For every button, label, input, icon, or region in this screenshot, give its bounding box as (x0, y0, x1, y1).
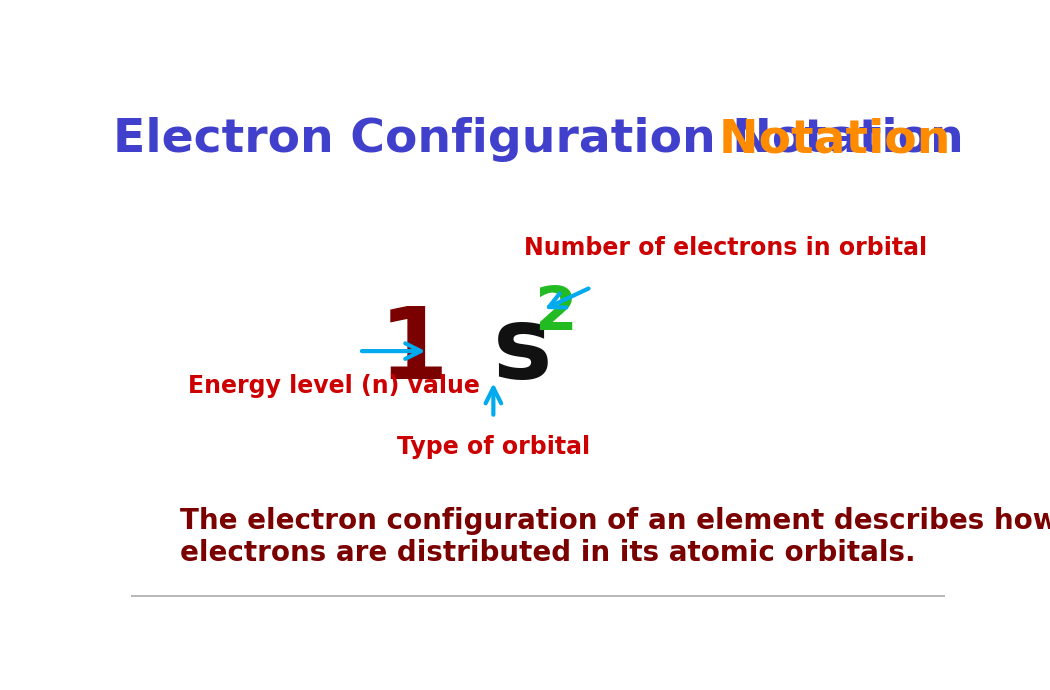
Text: Type of orbital: Type of orbital (397, 435, 590, 459)
Text: 2: 2 (534, 284, 576, 344)
Text: Number of electrons in orbital: Number of electrons in orbital (524, 235, 927, 259)
Text: Electron Configuration Notation: Electron Configuration Notation (112, 117, 964, 162)
Text: electrons are distributed in its atomic orbitals.: electrons are distributed in its atomic … (181, 539, 916, 567)
Text: The electron configuration of an element describes how: The electron configuration of an element… (181, 507, 1050, 535)
Text: Notation: Notation (125, 117, 951, 162)
Text: 1: 1 (379, 303, 448, 400)
Text: s: s (494, 303, 553, 400)
Text: Energy level (n) value: Energy level (n) value (188, 374, 480, 397)
